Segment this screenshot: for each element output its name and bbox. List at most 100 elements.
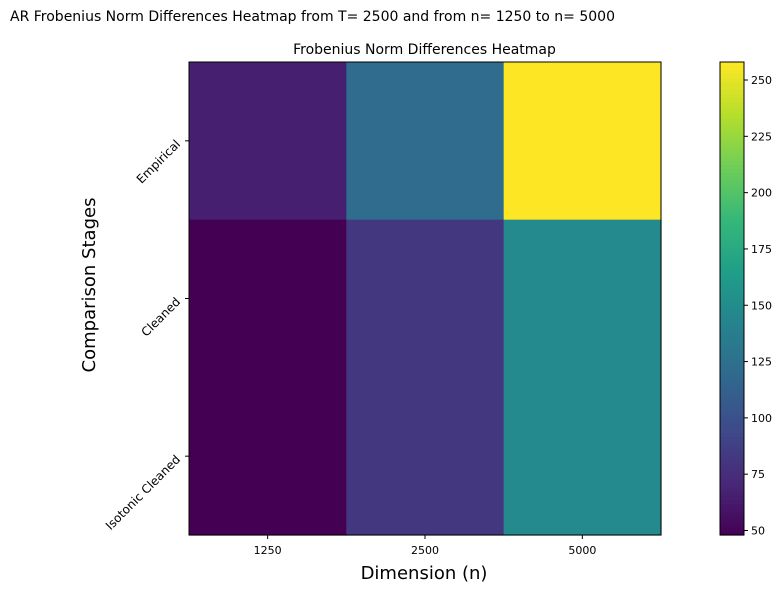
colorbar-tick-label: 200 bbox=[751, 187, 772, 200]
colorbar-gradient-step bbox=[720, 235, 744, 240]
colorbar-gradient-step bbox=[720, 168, 744, 173]
colorbar-gradient-step bbox=[720, 97, 744, 103]
colorbar-gradient-step bbox=[720, 397, 744, 402]
colorbar-gradient-step bbox=[720, 444, 744, 449]
colorbar-gradient-step bbox=[720, 475, 744, 481]
colorbar-gradient-step bbox=[720, 203, 744, 209]
x-axis-label: Dimension (n) bbox=[361, 563, 488, 584]
colorbar-gradient-step bbox=[720, 160, 744, 166]
colorbar-gradient-step bbox=[720, 176, 744, 181]
chart-title: Frobenius Norm Differences Heatmap bbox=[293, 42, 556, 58]
figure-suptitle: AR Frobenius Norm Differences Heatmap fr… bbox=[10, 9, 615, 25]
colorbar-gradient-step bbox=[720, 448, 744, 453]
y-tick-label: Cleaned bbox=[139, 295, 184, 340]
colorbar-gradient-step bbox=[720, 416, 744, 422]
colorbar-tick-label: 50 bbox=[751, 524, 765, 537]
colorbar-gradient-step bbox=[720, 62, 744, 67]
colorbar-gradient-step bbox=[720, 361, 744, 367]
colorbar-gradient-step bbox=[720, 172, 744, 177]
colorbar-gradient-step bbox=[720, 318, 744, 323]
colorbar-gradient-step bbox=[720, 227, 744, 233]
colorbar-gradient-step bbox=[720, 333, 744, 339]
colorbar-gradient-step bbox=[720, 531, 744, 536]
colorbar-gradient-step bbox=[720, 125, 744, 130]
colorbar-gradient-step bbox=[720, 286, 744, 292]
colorbar-gradient-step bbox=[720, 349, 744, 355]
colorbar-gradient-step bbox=[720, 507, 744, 512]
colorbar-gradient-step bbox=[720, 243, 744, 248]
colorbar-gradient-step bbox=[720, 199, 744, 205]
heatmap-cell bbox=[346, 219, 505, 378]
colorbar-tick-label: 125 bbox=[751, 356, 772, 369]
colorbar-gradient-step bbox=[720, 381, 744, 386]
colorbar-gradient-step bbox=[720, 357, 744, 363]
colorbar-gradient-step bbox=[720, 519, 744, 524]
colorbar-gradient-step bbox=[720, 306, 744, 311]
colorbar-gradient-step bbox=[720, 219, 744, 225]
colorbar-gradient-step bbox=[720, 428, 744, 434]
colorbar-gradient-step bbox=[720, 377, 744, 382]
y-tick-label: Empirical bbox=[134, 137, 183, 186]
colorbar-tick-label: 225 bbox=[751, 130, 772, 143]
colorbar-gradient-step bbox=[720, 247, 744, 252]
colorbar-gradient-step bbox=[720, 408, 744, 414]
colorbar-gradient-step bbox=[720, 310, 744, 315]
colorbar-gradient-step bbox=[720, 389, 744, 394]
colorbar-gradient-step bbox=[720, 464, 744, 469]
colorbar-gradient-step bbox=[720, 81, 744, 87]
colorbar-gradient-step bbox=[720, 121, 744, 126]
colorbar-gradient-step bbox=[720, 385, 744, 390]
y-ticks: Empirical Cleaned Isotonic Cleaned bbox=[103, 137, 189, 533]
colorbar-gradient-step bbox=[720, 460, 744, 465]
colorbar-gradient-step bbox=[720, 491, 744, 497]
colorbar-gradient-step bbox=[720, 270, 744, 276]
colorbar-gradient-step bbox=[720, 93, 744, 99]
colorbar-gradient-step bbox=[720, 452, 744, 457]
colorbar-gradient-step bbox=[720, 136, 744, 142]
y-axis-label: Comparison Stages bbox=[79, 198, 100, 373]
colorbar-gradient-step bbox=[720, 393, 744, 398]
colorbar-gradient-step bbox=[720, 436, 744, 441]
heatmap-cell bbox=[503, 62, 662, 221]
colorbar-gradient-step bbox=[720, 196, 744, 201]
heatmap-cell bbox=[503, 219, 662, 378]
colorbar-gradient-step bbox=[720, 77, 744, 83]
colorbar-gradient-step bbox=[720, 156, 744, 162]
colorbar-gradient-step bbox=[720, 129, 744, 134]
colorbar-gradient-step bbox=[720, 337, 744, 343]
colorbar-gradient-step bbox=[720, 456, 744, 461]
colorbar-gradient-step bbox=[720, 266, 744, 272]
colorbar-gradient-step bbox=[720, 211, 744, 217]
heatmap-cell bbox=[346, 377, 505, 536]
colorbar-gradient-step bbox=[720, 440, 744, 445]
colorbar-gradient-step bbox=[720, 302, 744, 307]
colorbar-gradient-step bbox=[720, 274, 744, 280]
colorbar-gradient-step bbox=[720, 223, 744, 229]
colorbar-gradient-step bbox=[720, 412, 744, 418]
colorbar-gradient-step bbox=[720, 479, 744, 485]
colorbar-gradient-step bbox=[720, 365, 744, 371]
colorbar-tick-label: 75 bbox=[751, 468, 765, 481]
colorbar-frame bbox=[719, 61, 745, 536]
colorbar-gradient-step bbox=[720, 180, 744, 185]
colorbar-gradient-step bbox=[720, 140, 744, 146]
colorbar-gradient-step bbox=[720, 432, 744, 438]
colorbar-gradient-step bbox=[720, 164, 744, 170]
colorbar-gradient-step bbox=[720, 148, 744, 154]
colorbar-tick-label: 250 bbox=[751, 74, 772, 87]
heatmap-cell bbox=[189, 62, 347, 221]
colorbar-gradient-step bbox=[720, 420, 744, 426]
colorbar-gradient-step bbox=[720, 495, 744, 501]
colorbar-gradient-step bbox=[720, 487, 744, 493]
colorbar-gradient-step bbox=[720, 467, 744, 473]
colorbar-gradient-step bbox=[720, 341, 744, 347]
colorbar-gradient-step bbox=[720, 322, 744, 327]
y-tick-label: Isotonic Cleaned bbox=[103, 452, 183, 532]
colorbar-gradient-step bbox=[720, 73, 744, 79]
colorbar-gradient-step bbox=[720, 298, 744, 304]
colorbar-gradient-step bbox=[720, 278, 744, 284]
x-tick-label: 2500 bbox=[411, 544, 439, 557]
colorbar-gradient-step bbox=[720, 184, 744, 189]
colorbar-gradient-step bbox=[720, 144, 744, 150]
